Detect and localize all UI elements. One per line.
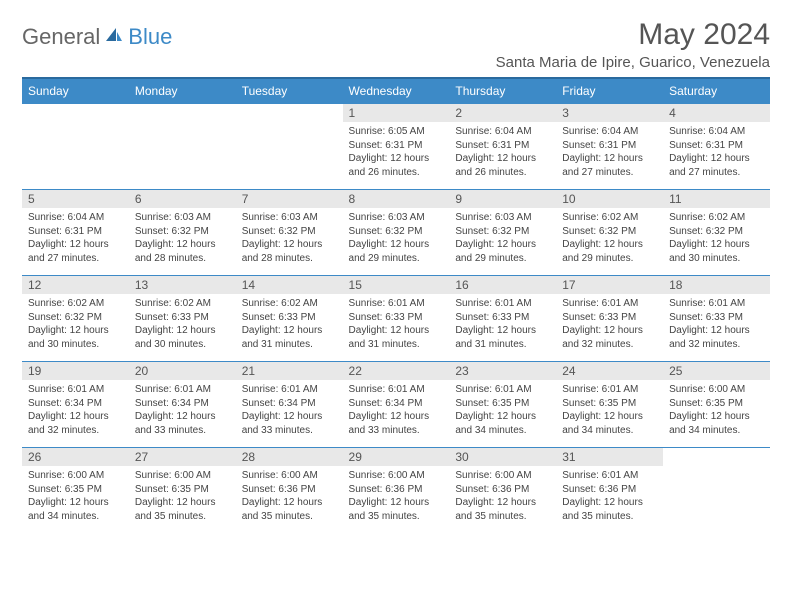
day-content-cell: Sunrise: 6:01 AMSunset: 6:34 PMDaylight:… [22, 380, 129, 448]
day-number-cell: 13 [129, 276, 236, 295]
day-number-row: 567891011 [22, 190, 770, 209]
day-number-cell: 21 [236, 362, 343, 381]
day-number-cell: 15 [343, 276, 450, 295]
day-content-cell: Sunrise: 6:02 AMSunset: 6:32 PMDaylight:… [663, 208, 770, 276]
day-number-cell: 23 [449, 362, 556, 381]
day-number-cell: 18 [663, 276, 770, 295]
day-number-cell: 1 [343, 104, 450, 123]
day-number-cell: 30 [449, 448, 556, 467]
day-number-cell: 27 [129, 448, 236, 467]
day-number-cell: 14 [236, 276, 343, 295]
weekday-header-row: Sunday Monday Tuesday Wednesday Thursday… [22, 78, 770, 104]
day-content-cell: Sunrise: 6:05 AMSunset: 6:31 PMDaylight:… [343, 122, 450, 190]
day-number-cell [22, 104, 129, 123]
day-content-cell: Sunrise: 6:00 AMSunset: 6:35 PMDaylight:… [22, 466, 129, 533]
day-content-cell: Sunrise: 6:01 AMSunset: 6:35 PMDaylight:… [449, 380, 556, 448]
title-block: May 2024 Santa Maria de Ipire, Guarico, … [496, 18, 770, 71]
weekday-header: Monday [129, 78, 236, 104]
day-number-cell: 20 [129, 362, 236, 381]
day-content-cell [663, 466, 770, 533]
day-content-cell: Sunrise: 6:00 AMSunset: 6:36 PMDaylight:… [236, 466, 343, 533]
day-content-cell [236, 122, 343, 190]
day-number-row: 12131415161718 [22, 276, 770, 295]
day-content-row: Sunrise: 6:04 AMSunset: 6:31 PMDaylight:… [22, 208, 770, 276]
day-content-cell: Sunrise: 6:04 AMSunset: 6:31 PMDaylight:… [663, 122, 770, 190]
day-number-cell: 7 [236, 190, 343, 209]
day-content-cell: Sunrise: 6:03 AMSunset: 6:32 PMDaylight:… [449, 208, 556, 276]
weekday-header: Friday [556, 78, 663, 104]
day-number-cell: 8 [343, 190, 450, 209]
day-number-cell: 10 [556, 190, 663, 209]
location-text: Santa Maria de Ipire, Guarico, Venezuela [496, 54, 770, 71]
day-content-cell: Sunrise: 6:01 AMSunset: 6:34 PMDaylight:… [236, 380, 343, 448]
day-number-cell: 24 [556, 362, 663, 381]
day-number-row: 1234 [22, 104, 770, 123]
day-content-row: Sunrise: 6:00 AMSunset: 6:35 PMDaylight:… [22, 466, 770, 533]
day-content-cell: Sunrise: 6:04 AMSunset: 6:31 PMDaylight:… [22, 208, 129, 276]
day-number-cell: 12 [22, 276, 129, 295]
day-content-cell: Sunrise: 6:02 AMSunset: 6:32 PMDaylight:… [22, 294, 129, 362]
weekday-header: Wednesday [343, 78, 450, 104]
day-content-cell: Sunrise: 6:00 AMSunset: 6:36 PMDaylight:… [343, 466, 450, 533]
day-content-cell: Sunrise: 6:00 AMSunset: 6:36 PMDaylight:… [449, 466, 556, 533]
day-content-cell: Sunrise: 6:04 AMSunset: 6:31 PMDaylight:… [449, 122, 556, 190]
day-number-cell: 25 [663, 362, 770, 381]
weekday-header: Thursday [449, 78, 556, 104]
month-title: May 2024 [496, 18, 770, 52]
logo-sail-icon [104, 26, 124, 49]
logo: General Blue [22, 18, 172, 50]
day-number-cell: 29 [343, 448, 450, 467]
day-number-cell: 6 [129, 190, 236, 209]
day-number-cell: 2 [449, 104, 556, 123]
day-content-cell: Sunrise: 6:01 AMSunset: 6:36 PMDaylight:… [556, 466, 663, 533]
day-content-cell: Sunrise: 6:02 AMSunset: 6:33 PMDaylight:… [129, 294, 236, 362]
day-number-cell: 31 [556, 448, 663, 467]
day-number-cell: 3 [556, 104, 663, 123]
day-number-cell: 16 [449, 276, 556, 295]
day-number-cell: 26 [22, 448, 129, 467]
day-number-cell [236, 104, 343, 123]
day-content-cell: Sunrise: 6:01 AMSunset: 6:34 PMDaylight:… [343, 380, 450, 448]
day-number-cell: 9 [449, 190, 556, 209]
day-number-cell: 4 [663, 104, 770, 123]
day-content-cell: Sunrise: 6:02 AMSunset: 6:33 PMDaylight:… [236, 294, 343, 362]
day-number-cell: 19 [22, 362, 129, 381]
day-number-row: 262728293031 [22, 448, 770, 467]
day-content-cell: Sunrise: 6:01 AMSunset: 6:33 PMDaylight:… [449, 294, 556, 362]
day-content-cell: Sunrise: 6:01 AMSunset: 6:34 PMDaylight:… [129, 380, 236, 448]
day-content-cell: Sunrise: 6:01 AMSunset: 6:35 PMDaylight:… [556, 380, 663, 448]
logo-text-general: General [22, 24, 100, 50]
day-number-cell: 17 [556, 276, 663, 295]
day-content-cell: Sunrise: 6:04 AMSunset: 6:31 PMDaylight:… [556, 122, 663, 190]
weekday-header: Saturday [663, 78, 770, 104]
day-content-cell: Sunrise: 6:01 AMSunset: 6:33 PMDaylight:… [556, 294, 663, 362]
logo-text-blue: Blue [128, 24, 172, 50]
day-number-row: 19202122232425 [22, 362, 770, 381]
day-number-cell [129, 104, 236, 123]
day-number-cell: 5 [22, 190, 129, 209]
day-content-cell [129, 122, 236, 190]
weekday-header: Sunday [22, 78, 129, 104]
page-header: General Blue May 2024 Santa Maria de Ipi… [22, 18, 770, 71]
day-number-cell: 28 [236, 448, 343, 467]
day-content-cell [22, 122, 129, 190]
weekday-header: Tuesday [236, 78, 343, 104]
day-number-cell [663, 448, 770, 467]
day-content-cell: Sunrise: 6:03 AMSunset: 6:32 PMDaylight:… [343, 208, 450, 276]
day-content-cell: Sunrise: 6:02 AMSunset: 6:32 PMDaylight:… [556, 208, 663, 276]
day-content-cell: Sunrise: 6:00 AMSunset: 6:35 PMDaylight:… [129, 466, 236, 533]
day-number-cell: 11 [663, 190, 770, 209]
day-content-cell: Sunrise: 6:03 AMSunset: 6:32 PMDaylight:… [236, 208, 343, 276]
day-content-row: Sunrise: 6:01 AMSunset: 6:34 PMDaylight:… [22, 380, 770, 448]
day-content-row: Sunrise: 6:05 AMSunset: 6:31 PMDaylight:… [22, 122, 770, 190]
day-content-cell: Sunrise: 6:03 AMSunset: 6:32 PMDaylight:… [129, 208, 236, 276]
day-content-cell: Sunrise: 6:00 AMSunset: 6:35 PMDaylight:… [663, 380, 770, 448]
day-content-cell: Sunrise: 6:01 AMSunset: 6:33 PMDaylight:… [343, 294, 450, 362]
calendar-table: Sunday Monday Tuesday Wednesday Thursday… [22, 77, 770, 533]
day-content-cell: Sunrise: 6:01 AMSunset: 6:33 PMDaylight:… [663, 294, 770, 362]
day-number-cell: 22 [343, 362, 450, 381]
calendar-body: 1234Sunrise: 6:05 AMSunset: 6:31 PMDayli… [22, 104, 770, 534]
day-content-row: Sunrise: 6:02 AMSunset: 6:32 PMDaylight:… [22, 294, 770, 362]
